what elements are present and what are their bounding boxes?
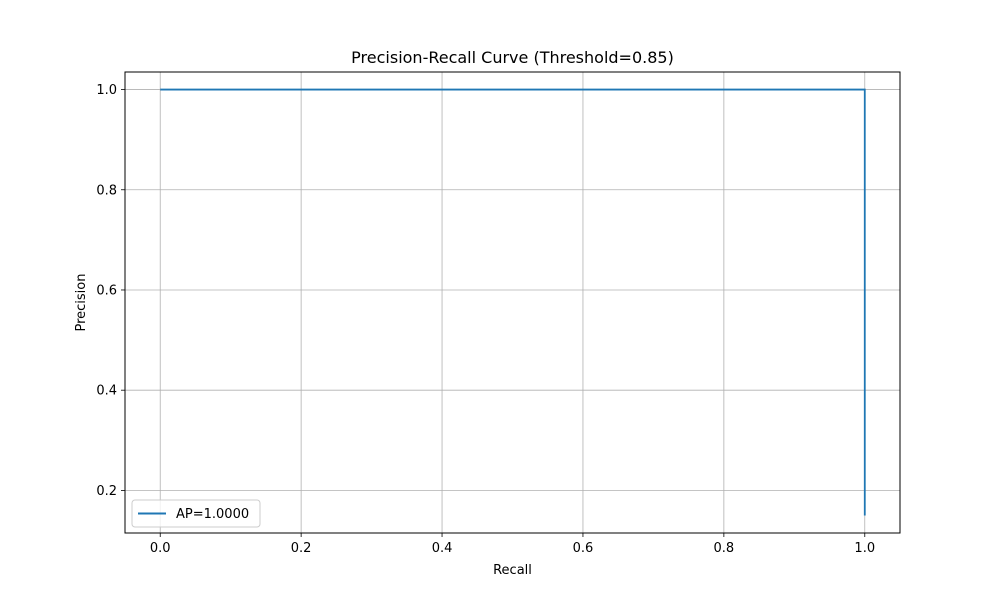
chart-title: Precision-Recall Curve (Threshold=0.85) [351, 48, 674, 67]
tick-layer: 0.0 0.2 0.4 0.6 0.8 1.0 0.2 0.4 0.6 0.8 1.0 [96, 83, 875, 556]
plot-frame [124, 71, 901, 534]
x-tick-label: 0.0 [150, 541, 171, 556]
x-tick-label: 0.4 [432, 541, 453, 556]
x-tick-label: 0.8 [714, 541, 735, 556]
y-tick-label: 0.4 [96, 384, 117, 399]
x-tick-label: 0.2 [291, 541, 312, 556]
series-line [160, 88, 866, 516]
y-tick-label: 1.0 [96, 83, 117, 98]
legend-box [131, 499, 261, 528]
legend-label: AP=1.0000 [176, 507, 249, 522]
y-tick-label: 0.2 [96, 484, 117, 499]
legend: AP=1.0000 [131, 499, 261, 528]
series-layer [160, 88, 866, 516]
x-tick-label: 1.0 [854, 541, 875, 556]
x-tick-label: 0.6 [573, 541, 594, 556]
y-tick-label: 0.8 [96, 183, 117, 198]
y-axis-label: Precision [74, 273, 89, 331]
y-tick-label: 0.6 [96, 283, 117, 298]
x-axis-label: Recall [493, 563, 532, 578]
plot-area [125, 72, 900, 533]
